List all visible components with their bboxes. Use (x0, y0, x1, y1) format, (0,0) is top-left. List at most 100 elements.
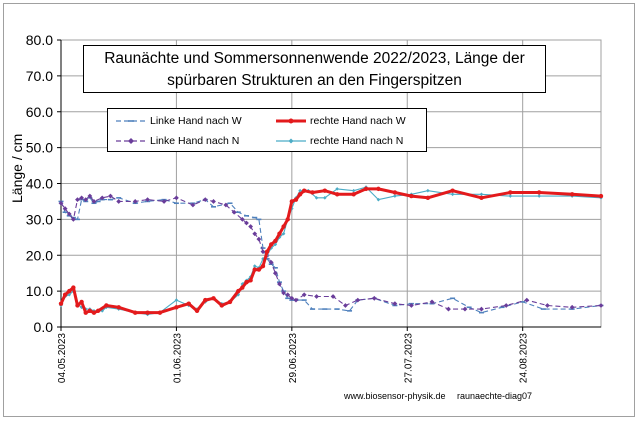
data-point (62, 292, 68, 297)
data-point (87, 193, 93, 199)
series-line-2 (60, 195, 602, 310)
chart-title-line-1: Raunächte und Sommersonnenwende 2022/202… (104, 50, 525, 67)
data-point (462, 306, 468, 312)
data-point (58, 301, 64, 306)
data-point (87, 308, 93, 314)
data-point (293, 297, 299, 303)
data-point (450, 188, 455, 193)
series-line-3 (60, 186, 602, 315)
data-point (314, 294, 319, 299)
legend-swatch-linke-n (116, 138, 146, 144)
y-tick-label: 40.0 (26, 176, 53, 192)
data-point (351, 192, 356, 197)
data-point (256, 267, 262, 272)
data-point (79, 299, 84, 305)
data-point (231, 209, 237, 215)
y-axis-label: Länge / cm (9, 133, 25, 203)
data-point (310, 190, 315, 195)
y-tick-label: 80.0 (26, 32, 53, 48)
legend-swatch-rechte-w (276, 118, 306, 124)
chart-legend: Linke Hand nach W rechte Hand nach W Lin… (107, 108, 427, 152)
data-point (211, 199, 216, 204)
data-point (335, 187, 339, 191)
y-tick-label: 60.0 (26, 104, 53, 120)
data-point (508, 194, 513, 198)
data-point (264, 249, 270, 254)
data-point (598, 303, 604, 308)
data-point (269, 242, 274, 247)
data-point (268, 260, 274, 265)
data-point (58, 200, 64, 206)
data-point (79, 195, 85, 201)
data-point (392, 301, 398, 307)
data-point (446, 306, 451, 312)
data-point (281, 290, 286, 296)
data-point (297, 192, 303, 197)
data-point (508, 190, 513, 195)
data-point (202, 197, 208, 203)
data-point (244, 279, 249, 285)
x-tick-label: 24.08.2023 (519, 333, 530, 383)
data-point (302, 188, 307, 193)
data-point (244, 220, 249, 226)
data-point (536, 190, 542, 195)
data-point (75, 197, 80, 203)
data-point (116, 305, 121, 310)
data-point (104, 303, 109, 308)
data-point (277, 231, 282, 236)
data-point (479, 192, 484, 197)
data-point (269, 246, 274, 250)
data-point (75, 303, 80, 308)
data-point (301, 292, 307, 298)
data-point (252, 264, 257, 268)
data-point (273, 238, 278, 244)
x-tick-label: 29.06.2023 (288, 333, 299, 383)
data-point (227, 299, 233, 305)
data-point (290, 206, 294, 211)
data-point (524, 297, 530, 303)
data-point (132, 310, 138, 315)
legend-label-rechte-n: rechte Hand nach N (310, 135, 404, 147)
data-point (211, 296, 216, 301)
data-point (450, 192, 455, 197)
data-point (289, 295, 295, 301)
legend-label-rechte-w: rechte Hand nach W (310, 115, 406, 127)
data-point (334, 192, 340, 197)
data-point (314, 196, 319, 200)
chart-title: Raunächte und Sommersonnenwende 2022/202… (83, 45, 546, 93)
data-point (67, 288, 72, 294)
data-point (355, 297, 361, 303)
data-point (252, 267, 257, 272)
data-point (503, 303, 509, 308)
data-point (190, 202, 196, 208)
data-point (351, 188, 356, 193)
footer-diagram-id: raunaechte-diag07 (457, 391, 533, 401)
y-tick-label: 50.0 (26, 140, 53, 156)
legend-label-linke-w: Linke Hand nach W (150, 115, 242, 127)
data-point (479, 195, 484, 201)
data-point (281, 224, 286, 229)
data-point (157, 310, 163, 315)
data-point (393, 194, 397, 198)
data-point (376, 197, 381, 202)
data-point (376, 186, 381, 192)
y-tick-label: 20.0 (26, 247, 53, 263)
data-point (408, 303, 414, 308)
data-point (236, 288, 241, 294)
data-point (108, 193, 113, 199)
data-point (285, 292, 291, 298)
data-point (83, 310, 88, 315)
data-point (298, 188, 302, 193)
data-point (409, 193, 414, 199)
data-point (248, 278, 253, 283)
data-point (174, 195, 179, 201)
data-point (260, 263, 266, 269)
data-point (260, 249, 266, 255)
data-point (132, 199, 138, 204)
y-tick-label: 10.0 (26, 283, 53, 299)
data-point (248, 224, 254, 229)
data-point (83, 197, 89, 203)
footer-website: www.biosensor-physik.de (344, 391, 446, 401)
data-point (116, 199, 122, 204)
